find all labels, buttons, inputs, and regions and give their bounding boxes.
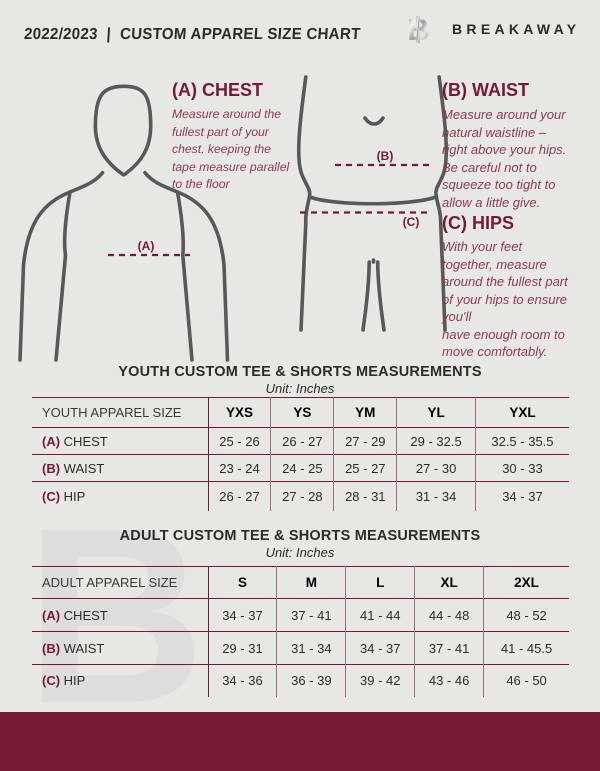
svg-text:(B): (B) <box>377 149 394 163</box>
svg-text:(A): (A) <box>138 239 155 253</box>
svg-text:(C): (C) <box>403 215 420 229</box>
